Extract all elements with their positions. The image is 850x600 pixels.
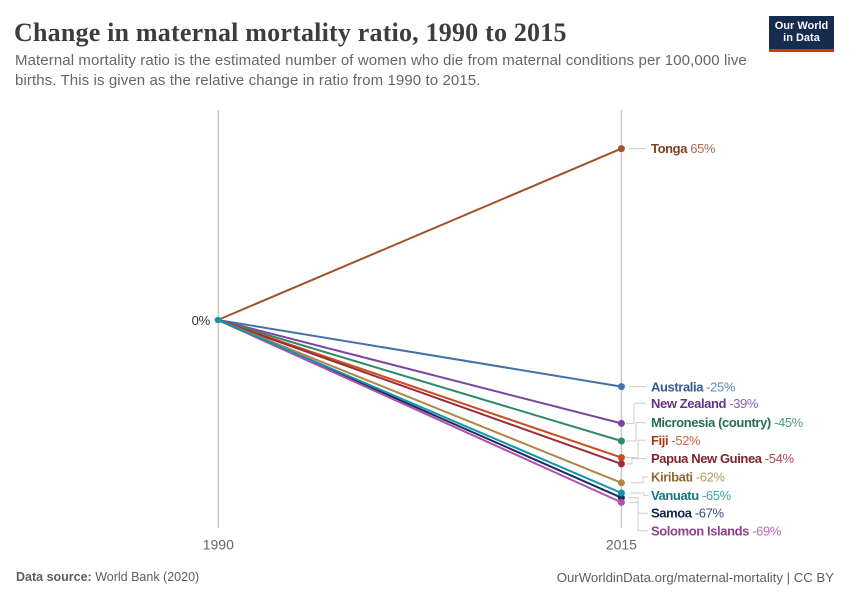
svg-text:Fiji -52%: Fiji -52%	[651, 433, 701, 448]
svg-text:Australia -25%: Australia -25%	[651, 380, 736, 395]
svg-text:1990: 1990	[203, 537, 234, 553]
svg-text:Samoa -67%: Samoa -67%	[651, 505, 724, 520]
svg-text:New Zealand -39%: New Zealand -39%	[651, 396, 759, 411]
svg-text:Papua New Guinea -54%: Papua New Guinea -54%	[651, 451, 794, 466]
svg-text:0%: 0%	[192, 313, 211, 328]
svg-text:Tonga 65%: Tonga 65%	[651, 141, 716, 156]
svg-text:Solomon Islands -69%: Solomon Islands -69%	[651, 523, 782, 538]
svg-text:2015: 2015	[606, 537, 637, 553]
svg-text:Micronesia (country) -45%: Micronesia (country) -45%	[651, 415, 804, 430]
svg-text:Vanuatu -65%: Vanuatu -65%	[651, 488, 732, 503]
svg-text:Kiribati -62%: Kiribati -62%	[651, 470, 725, 485]
